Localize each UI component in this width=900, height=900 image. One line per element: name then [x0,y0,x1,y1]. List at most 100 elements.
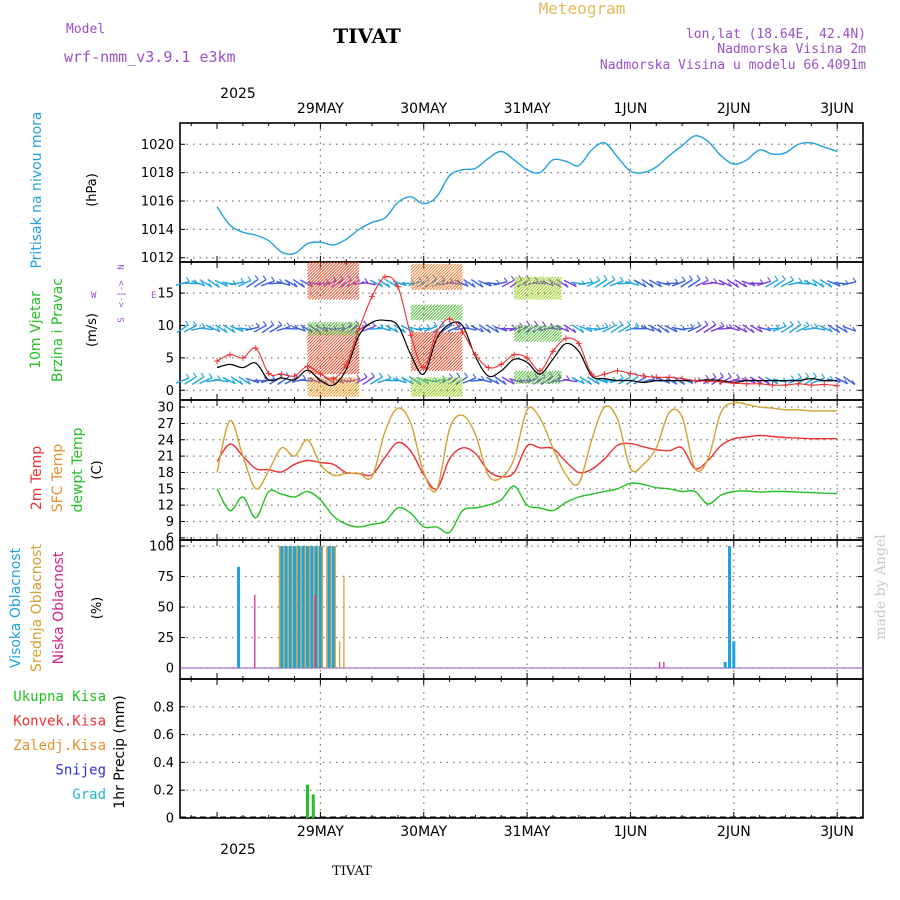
wind-barb-tick [572,328,577,333]
wind-hatch [433,304,451,321]
wind-barb-tick [510,275,515,281]
wind-hatch [461,369,463,372]
wind-hatch [307,261,332,287]
wind-barb [649,324,662,333]
wind-barb [369,279,383,288]
wind-barb [609,280,624,287]
wind-hatch [557,295,562,300]
wind-barb [245,377,260,384]
wind-barb [292,325,306,332]
wind-barb-tick [370,372,375,377]
wind-barb-tick [712,373,717,378]
wind-hatch [307,321,314,329]
y-tick-label: 50 [157,601,174,616]
wind-hatch [560,298,562,300]
cloud-low-label: Niska Oblacnost [51,551,67,664]
wind-barb [478,280,492,287]
wind-barb [803,279,818,287]
wind-barb-tick [193,321,197,326]
wind-barb [486,376,500,385]
wind-hatch [448,382,463,398]
bottom-date-label: 2JUN [717,824,751,840]
wind-barb [323,376,337,385]
wind-hatch [518,276,542,300]
wind-barb-tick [247,379,252,385]
wind-hatch [311,261,350,300]
wind-hatch [318,321,332,336]
wind-hatch [542,325,560,343]
wind-barb-tick [604,322,609,328]
wind-hatch [320,335,360,375]
wind-barb [811,326,826,331]
wind-hatch [533,370,548,385]
wind-hatch [410,263,430,283]
wind-barb [222,376,236,385]
wind-hatch [320,376,341,398]
wind-hatch [307,376,320,390]
wind-barb-tick [728,323,733,329]
wind-hatch [357,333,360,336]
wind-hatch [329,269,360,300]
wind-hatch [455,363,463,372]
cloud-high-bar [331,546,335,669]
wind-barb-tick [697,321,702,327]
wind-barb [757,326,771,332]
wind-barb [687,325,701,333]
wind-hatch [545,370,560,385]
wind-barb [826,280,841,287]
cloud-high-bar [237,566,241,669]
wind-barb [198,327,213,331]
wind-barb [238,376,251,385]
wind-barb [470,324,484,333]
wind-barb-tick [386,282,391,288]
wind-barb [501,376,515,385]
compass-east: E [151,291,156,301]
wind-barb [408,376,422,386]
wind-barb [819,278,833,288]
wind-barb-tick [595,379,600,385]
wind-hatch [338,278,360,300]
precip-legend-item: Konvek.Kisa [13,714,106,730]
wind-barb [804,376,817,385]
wind-barb-tick [798,277,803,283]
wind-barb-tick [797,373,802,379]
wind-hatch [415,304,433,321]
wind-hatch [311,376,332,398]
wind-hatch [348,324,360,336]
wind-barb [415,327,430,330]
wind-barb-tick [852,277,857,283]
wind-barb-tick [619,276,624,282]
wind-barb [741,280,756,287]
wind-barb [237,279,252,288]
wind-hatch [533,325,551,343]
y-tick-label: 30 [157,401,174,416]
wind-hatch [421,304,439,321]
wind-barb-tick [185,373,190,379]
wind-barb [773,278,786,288]
model-elevation-label: Nadmorska Visina u modelu 66.4091m [600,58,866,73]
cloud-mid-label: Srednja Oblacnost [29,544,45,672]
wind-hatch [542,370,557,385]
wind-barb-tick [603,275,608,280]
wind-hatch [451,385,463,398]
wind-barb [648,279,662,288]
wind-barb-tick [201,322,206,328]
wind-barb-tick [689,323,694,329]
wind-hatch [527,276,551,300]
y-tick-label: 0.2 [153,784,174,799]
wind-barb [230,325,244,333]
wind-barb-tick [410,279,415,284]
wind-hatch [513,370,527,384]
wind-hatch [530,325,548,343]
wind-barb [843,376,856,386]
cloud-low-bar [663,661,665,669]
temp-sfc-label: SFC Temp [50,444,66,513]
wind-barb [246,278,259,288]
wind-barb-tick [503,277,508,283]
wind-hatch [307,261,326,281]
cloud-high-bar [293,546,297,669]
y-tick-label: 1020 [141,138,174,153]
wind-barb [679,327,694,331]
wind-hatch [344,284,360,300]
cloud-low-bar [658,661,661,669]
